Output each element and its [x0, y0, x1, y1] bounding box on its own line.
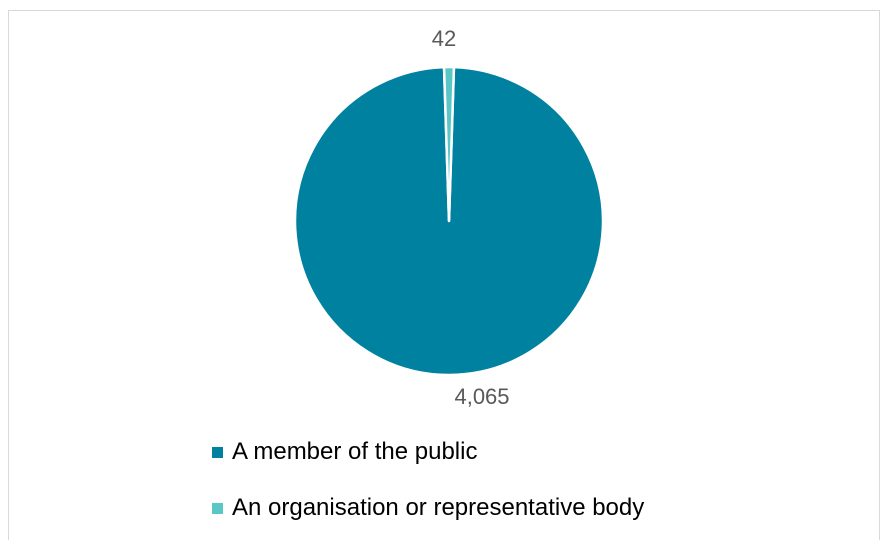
data-label-public: 4,065 — [454, 384, 509, 409]
data-label-organisation: 42 — [432, 26, 456, 51]
legend-item-public[interactable]: A member of the public — [212, 435, 644, 469]
pie-slice-organisation[interactable] — [442, 65, 456, 223]
legend-label-public: A member of the public — [232, 438, 478, 465]
legend-item-organisation[interactable]: An organisation or representative body — [212, 491, 644, 525]
legend-label-organisation: An organisation or representative body — [232, 494, 645, 521]
pie-slice-public[interactable] — [293, 65, 605, 377]
legend: A member of the public An organisation o… — [212, 435, 644, 547]
legend-swatch-public — [212, 446, 223, 458]
pie-chart: 4,065 42 — [293, 26, 605, 409]
legend-swatch-organisation — [212, 502, 223, 514]
pie-slices — [293, 65, 605, 377]
pie-data-labels: 4,065 42 — [432, 26, 510, 409]
chart-frame — [8, 10, 880, 540]
